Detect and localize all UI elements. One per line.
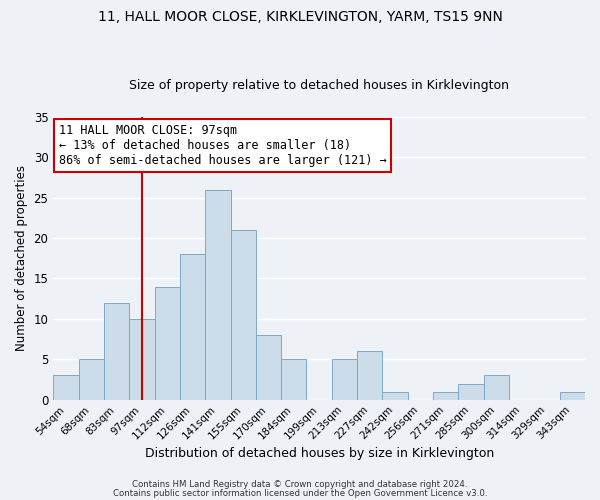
Bar — [332, 360, 357, 400]
Text: Contains HM Land Registry data © Crown copyright and database right 2024.: Contains HM Land Registry data © Crown c… — [132, 480, 468, 489]
Bar — [281, 360, 307, 400]
Bar — [205, 190, 230, 400]
Bar — [180, 254, 205, 400]
Bar — [53, 376, 79, 400]
Bar — [104, 302, 129, 400]
Bar — [357, 351, 382, 400]
Bar — [256, 335, 281, 400]
Bar — [382, 392, 408, 400]
Bar — [129, 319, 155, 400]
Bar — [155, 286, 180, 400]
Bar — [484, 376, 509, 400]
Y-axis label: Number of detached properties: Number of detached properties — [15, 166, 28, 352]
X-axis label: Distribution of detached houses by size in Kirklevington: Distribution of detached houses by size … — [145, 447, 494, 460]
Text: 11, HALL MOOR CLOSE, KIRKLEVINGTON, YARM, TS15 9NN: 11, HALL MOOR CLOSE, KIRKLEVINGTON, YARM… — [98, 10, 502, 24]
Bar — [433, 392, 458, 400]
Text: 11 HALL MOOR CLOSE: 97sqm
← 13% of detached houses are smaller (18)
86% of semi-: 11 HALL MOOR CLOSE: 97sqm ← 13% of detac… — [59, 124, 386, 167]
Text: Contains public sector information licensed under the Open Government Licence v3: Contains public sector information licen… — [113, 489, 487, 498]
Bar — [560, 392, 585, 400]
Bar — [79, 360, 104, 400]
Bar — [458, 384, 484, 400]
Bar — [230, 230, 256, 400]
Title: Size of property relative to detached houses in Kirklevington: Size of property relative to detached ho… — [129, 79, 509, 92]
